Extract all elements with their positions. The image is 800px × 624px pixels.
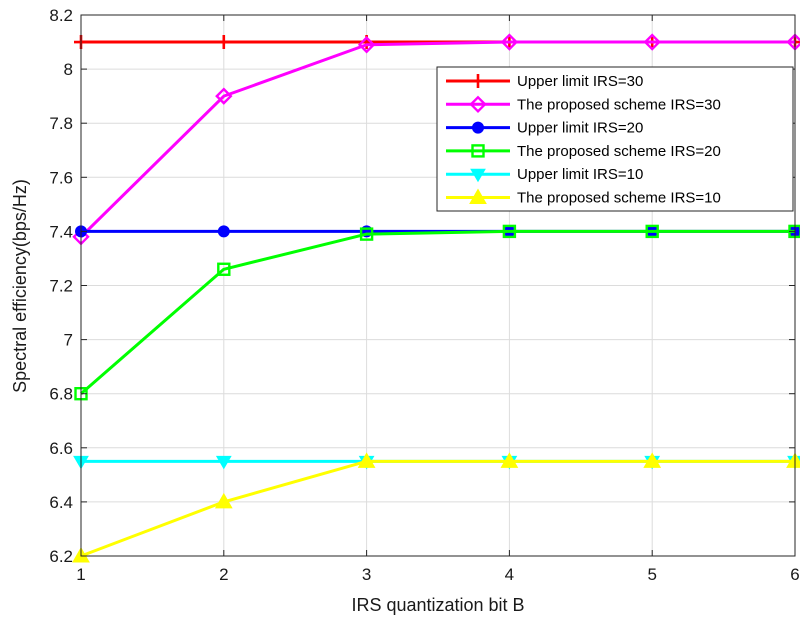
data-point <box>500 33 519 51</box>
legend-marker <box>471 144 485 158</box>
x-tick-label: 5 <box>647 565 656 584</box>
y-tick-label: 6.6 <box>49 439 73 458</box>
x-tick-label: 4 <box>505 565 514 584</box>
y-tick-label: 8.2 <box>49 6 73 25</box>
data-point <box>643 33 661 51</box>
legend-entry: Upper limit IRS=10 <box>446 166 643 183</box>
x-tick-label: 3 <box>362 565 371 584</box>
legend-marker <box>472 121 484 134</box>
legend-label: The proposed scheme IRS=30 <box>517 96 721 113</box>
series-line <box>80 229 795 395</box>
series-line <box>80 459 795 558</box>
data-point <box>217 262 231 276</box>
data-point <box>357 36 376 54</box>
y-tick-label: 7.6 <box>49 168 73 187</box>
data-point <box>502 224 517 239</box>
tick-layer: 1 2 3 4 5 6 6.2 6.4 6.6 6.8 7 7.2 7.4 7.6 7.8 8 8.2 <box>49 6 799 584</box>
data-point <box>643 452 662 468</box>
y-tick-label: 7 <box>64 331 73 350</box>
data-point <box>215 455 232 470</box>
series-layer <box>72 33 800 563</box>
legend: Upper limit IRS=30 The proposed scheme IR… <box>436 66 794 212</box>
legend-marker <box>469 95 487 113</box>
y-tick-label: 6.2 <box>49 547 73 566</box>
x-tick-label: 6 <box>790 565 799 584</box>
data-point <box>359 227 374 241</box>
legend-items: Upper limit IRS=30 The proposed scheme IR… <box>446 73 721 207</box>
y-tick-label: 7.2 <box>49 277 73 296</box>
legend-entry: The proposed scheme IRS=20 <box>446 143 721 160</box>
legend-marker <box>469 188 487 204</box>
x-tick-label: 1 <box>76 565 85 584</box>
data-point <box>645 224 659 239</box>
legend-entry: The proposed scheme IRS=10 <box>446 188 721 207</box>
legend-label: The proposed scheme IRS=20 <box>517 143 721 160</box>
series-6 <box>72 452 800 563</box>
data-point <box>500 452 519 468</box>
data-point <box>357 452 376 468</box>
series-4 <box>74 224 800 401</box>
legend-marker <box>470 168 486 183</box>
series-line <box>79 40 795 238</box>
y-tick-label: 6.4 <box>49 493 73 512</box>
data-point <box>215 87 233 105</box>
legend-label: Upper limit IRS=20 <box>517 120 643 137</box>
legend-entry: The proposed scheme IRS=30 <box>446 95 721 113</box>
data-point <box>217 225 230 238</box>
legend-marker <box>471 74 485 88</box>
legend-entry: Upper limit IRS=30 <box>446 73 643 90</box>
x-axis-label: IRS quantization bit B <box>351 595 524 615</box>
x-tick-label: 2 <box>219 565 228 584</box>
y-axis-label: Spectral efficiency(bps/Hz) <box>10 179 30 393</box>
y-tick-label: 7.4 <box>49 222 73 241</box>
legend-label: Upper limit IRS=30 <box>517 73 643 90</box>
legend-label: The proposed scheme IRS=10 <box>517 190 721 207</box>
legend-box <box>436 66 794 212</box>
y-tick-label: 6.8 <box>49 385 73 404</box>
legend-label: Upper limit IRS=10 <box>517 166 643 183</box>
y-tick-label: 7.8 <box>49 114 73 133</box>
data-point <box>214 492 233 509</box>
data-point <box>216 35 231 50</box>
legend-entry: Upper limit IRS=20 <box>446 120 643 137</box>
y-tick-label: 8 <box>64 60 73 79</box>
